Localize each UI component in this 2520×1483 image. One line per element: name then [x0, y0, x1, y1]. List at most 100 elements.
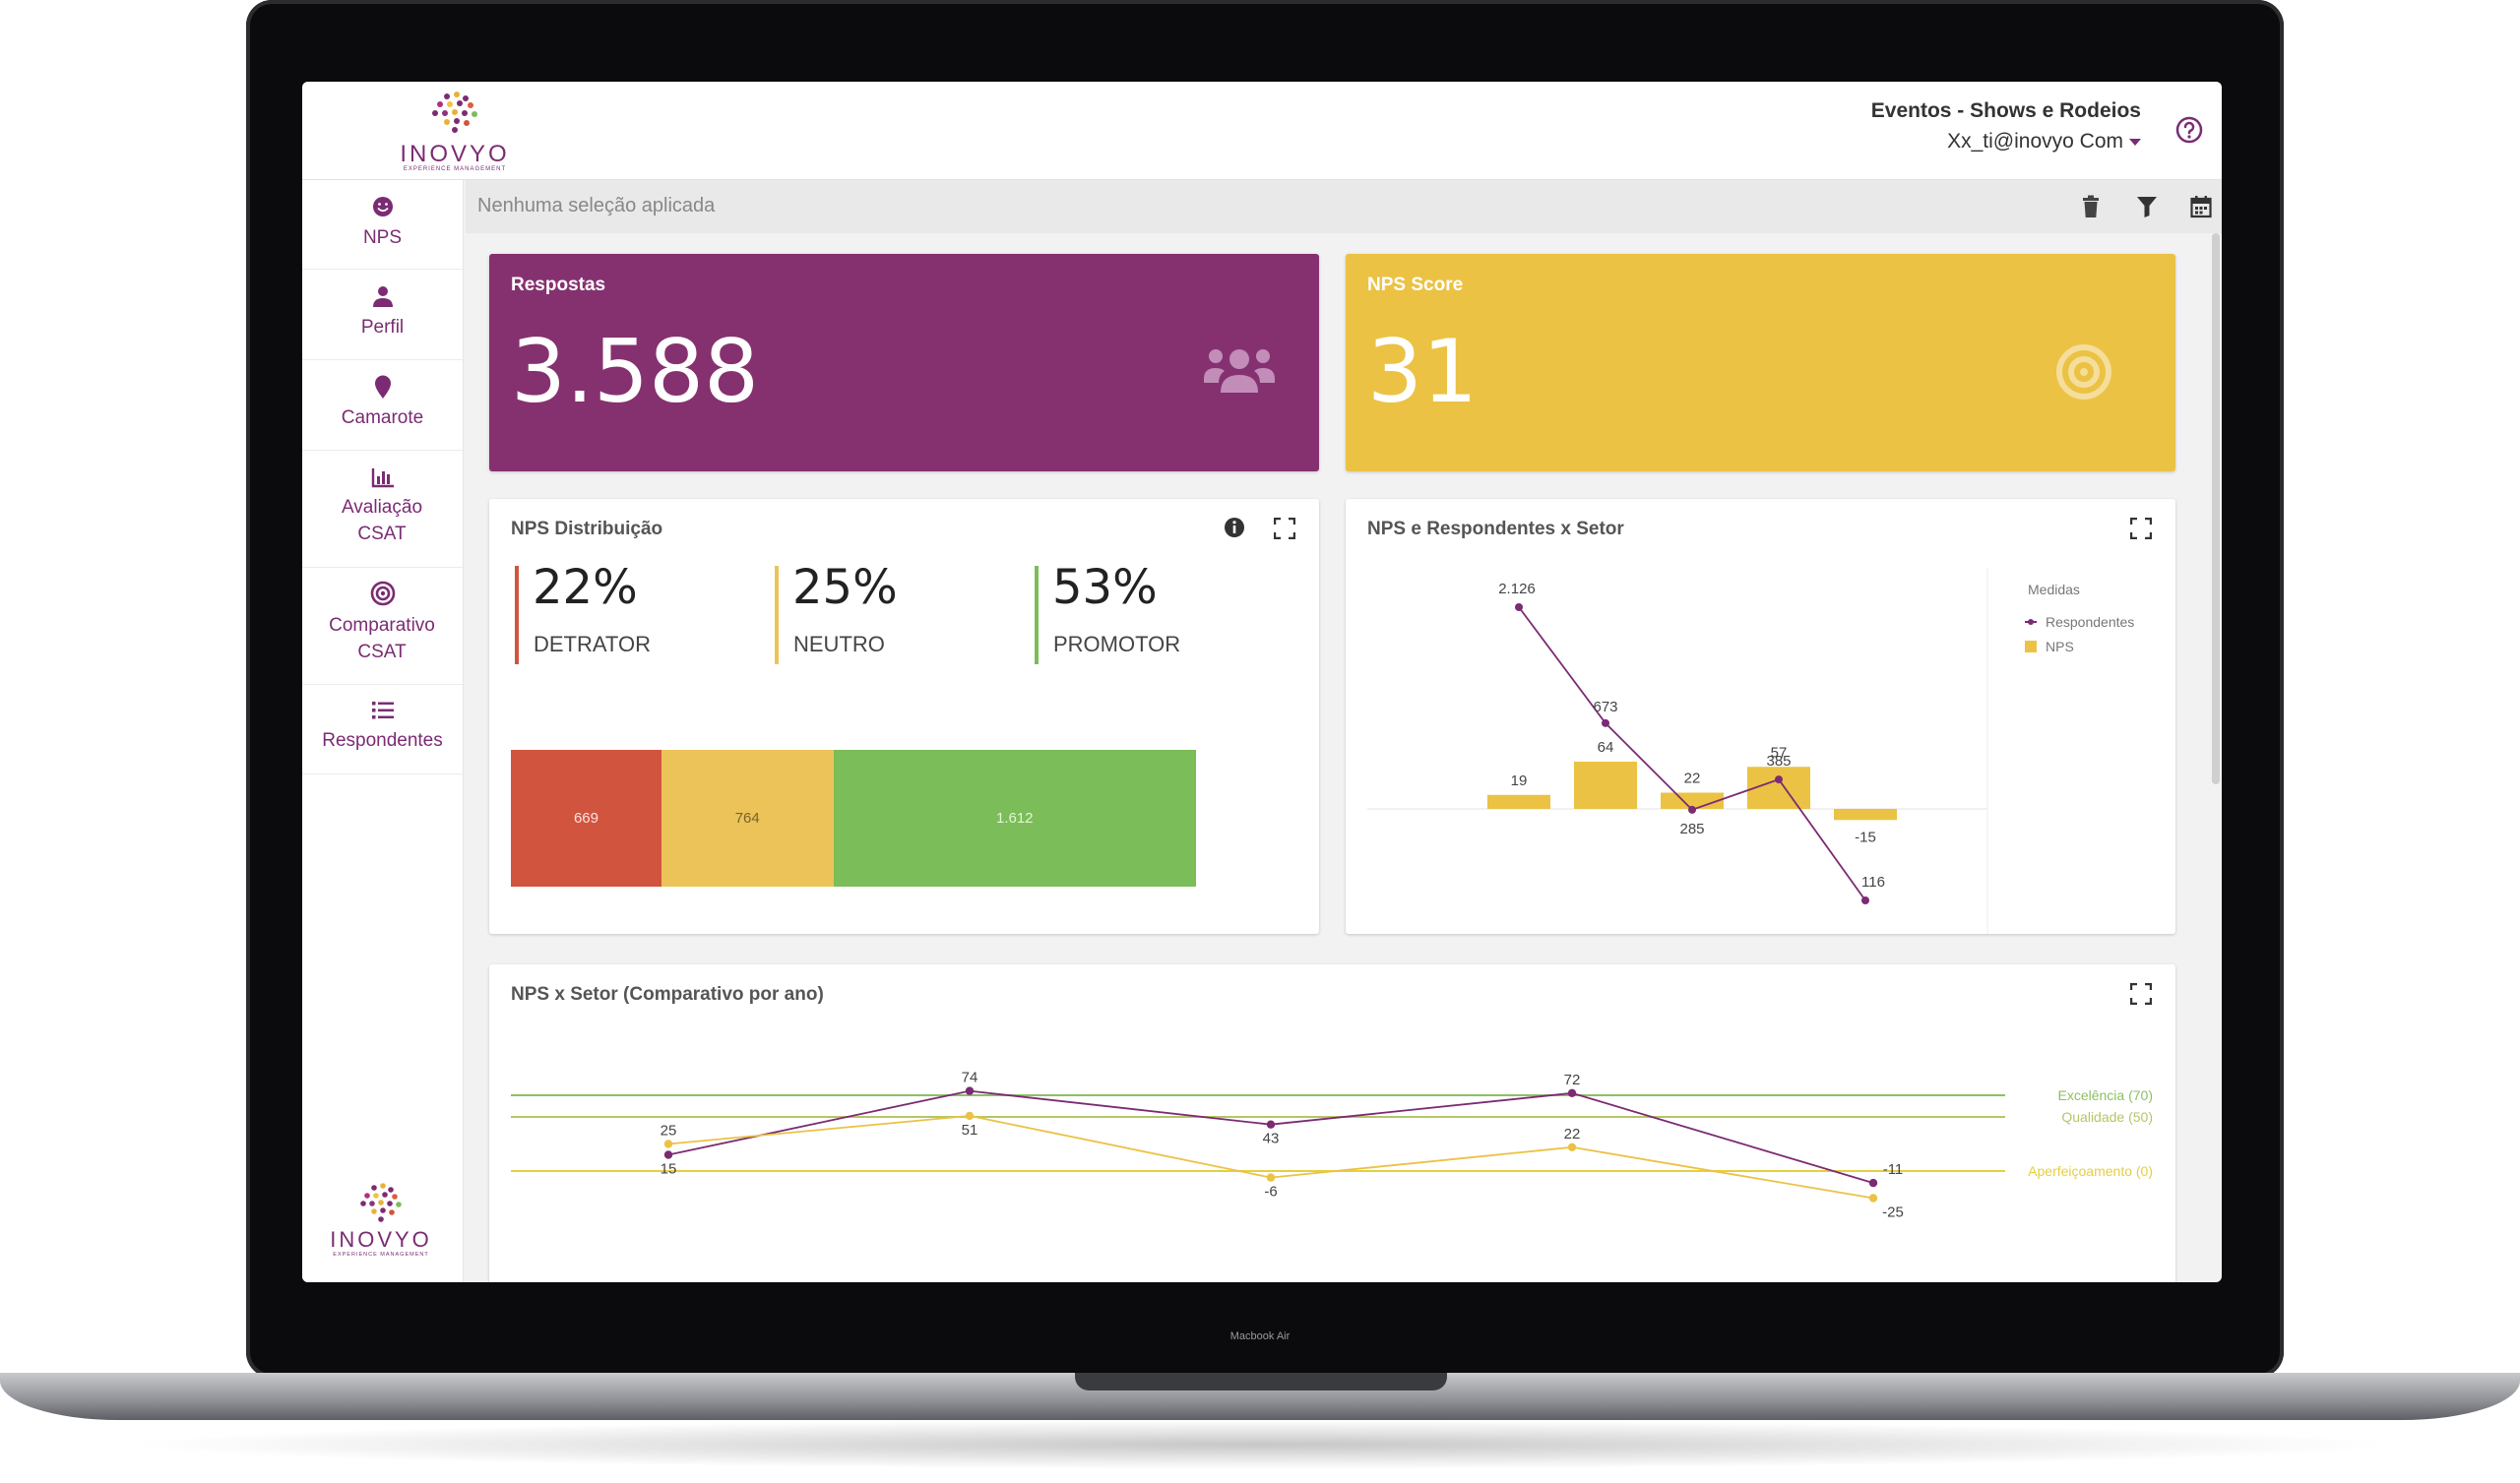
clear-selections-button[interactable] [2080, 195, 2102, 218]
kpi-value: 3.588 [511, 321, 759, 422]
logo-text: INOVYO [400, 141, 510, 167]
series-label: 74 [962, 1070, 978, 1086]
detrator-segment[interactable]: 669 [511, 750, 662, 887]
nps-bar-label: -15 [1855, 829, 1876, 845]
series-label: 15 [661, 1161, 677, 1178]
sidebar-footer-logo: INOVYO EXPERIENCE MANAGEMENT [317, 1182, 445, 1261]
neutro-accent-bar [775, 566, 779, 664]
sidebar-item-camarote[interactable]: Camarote [302, 360, 463, 451]
laptop-model-label: Macbook Air [1229, 1330, 1291, 1342]
list-icon [371, 702, 394, 719]
main-scrollbar[interactable] [2212, 233, 2220, 784]
info-icon [1225, 518, 1244, 537]
respondentes-line [1518, 606, 1866, 901]
series-point [1868, 1178, 1878, 1188]
target-icon [2056, 344, 2111, 400]
series-label: 51 [962, 1122, 978, 1139]
respondentes-point [1515, 603, 1523, 611]
series-label: 22 [1564, 1126, 1581, 1143]
nps-yearly-comparison-card: NPS x Setor (Comparativo por ano) Excelê… [489, 964, 2175, 1282]
series-label: 25 [661, 1123, 677, 1140]
nps-bar-label: 57 [1771, 744, 1788, 761]
series-point [663, 1150, 673, 1159]
nps-bar-label: 19 [1511, 772, 1528, 789]
filter-button[interactable] [2136, 195, 2158, 218]
event-title: Eventos - Shows e Rodeios [1870, 99, 2141, 122]
question-circle-icon [2175, 116, 2203, 144]
card-title: NPS e Respondentes x Setor [1367, 519, 1624, 539]
nps-bar [1747, 767, 1810, 809]
kpi-card-nps-score: NPS Score 31 [1346, 254, 2175, 471]
segment-label: 764 [734, 810, 760, 827]
expand-button[interactable] [1273, 517, 1296, 540]
sidebar-item-perfil[interactable]: Perfil [302, 270, 463, 360]
calendar-button[interactable] [2190, 195, 2212, 218]
smile-icon [372, 197, 393, 216]
sidebar-item-avaliacao-csat[interactable]: Avaliação CSAT [302, 451, 463, 568]
sidebar-item-comparativo-csat[interactable]: Comparativo CSAT [302, 568, 463, 685]
legend-title: Medidas [2028, 582, 2080, 597]
reference-line-label: Qualidade (50) [2061, 1109, 2153, 1125]
kpi-title: NPS Score [1367, 275, 1464, 295]
sidebar-item-label: Perfil [360, 317, 405, 338]
kpi-title: Respostas [511, 275, 606, 295]
respondentes-point [1602, 718, 1609, 727]
series-label: -11 [1883, 1161, 1904, 1178]
nps-bar [1574, 762, 1637, 809]
expand-button[interactable] [2129, 982, 2153, 1006]
bar-chart-icon [371, 468, 394, 488]
sidebar: NPS Perfil Camarote Avaliação CSAT [302, 180, 464, 1282]
nps-stacked-bar: 669 764 1.612 [511, 750, 1196, 887]
series-point [1868, 1194, 1878, 1203]
help-button[interactable] [2174, 115, 2204, 145]
segment-label: 1.612 [995, 810, 1034, 827]
promotor-accent-bar [1035, 566, 1039, 664]
series-point [1266, 1120, 1276, 1129]
calendar-icon [2190, 196, 2212, 218]
user-menu[interactable]: Xx_ti@inovyo Com [1947, 130, 2141, 154]
kpi-card-respostas: Respostas 3.588 [489, 254, 1319, 471]
selection-status: Nenhuma seleção aplicada [477, 195, 716, 216]
series-label: -25 [1882, 1205, 1904, 1221]
filter-icon [2137, 197, 2157, 217]
detrator-accent-bar [515, 566, 519, 664]
series-point [1567, 1143, 1577, 1151]
legend-entry: Respondentes [2046, 614, 2134, 630]
series-point [965, 1086, 975, 1095]
map-pin-icon [374, 375, 391, 399]
series-point [663, 1140, 673, 1148]
detrator-percentage: 22% [533, 560, 638, 615]
selection-bar: Nenhuma seleção aplicada [466, 180, 2222, 233]
sidebar-item-respondentes[interactable]: Respondentes [302, 685, 463, 774]
sidebar-item-label: NPS [362, 227, 403, 248]
neutro-percentage: 25% [792, 560, 898, 615]
nps-bar [1834, 809, 1897, 821]
detrator-label: DETRATOR [534, 632, 651, 656]
neutro-segment[interactable]: 764 [661, 750, 834, 887]
respondentes-point [1861, 896, 1869, 904]
users-icon [1204, 349, 1275, 393]
logo-tagline: EXPERIENCE MANAGEMENT [403, 166, 507, 172]
sidebar-item-nps[interactable]: NPS [302, 180, 463, 270]
series-label: 43 [1263, 1131, 1280, 1147]
info-button[interactable] [1223, 516, 1246, 539]
reference-line-label: Excelência (70) [2058, 1087, 2154, 1103]
nps-bar [1487, 794, 1550, 809]
legend-entry: NPS [2046, 639, 2074, 654]
nps-bar-label: 22 [1684, 771, 1701, 787]
promotor-segment[interactable]: 1.612 [833, 750, 1196, 887]
brand-logo[interactable]: INOVYO EXPERIENCE MANAGEMENT [386, 90, 524, 173]
card-title: NPS Distribuição [511, 519, 663, 539]
expand-icon [1273, 517, 1296, 540]
nps-respondents-by-sector-card: NPS e Respondentes x Setor 19 64 22 57 -15 2.… [1346, 499, 2175, 934]
logo-dots-icon [432, 92, 477, 133]
nps-distribution-card: NPS Distribuição 22% DETRATOR 25% NEUTRO… [489, 499, 1319, 934]
respondentes-label: 285 [1679, 821, 1704, 837]
series-label: 72 [1564, 1072, 1581, 1088]
expand-button[interactable] [2129, 517, 2153, 540]
promotor-percentage: 53% [1052, 560, 1158, 615]
respondentes-point [1688, 805, 1696, 814]
legend-point-marker [2028, 619, 2034, 625]
sidebar-item-label: Comparativo CSAT [329, 615, 435, 662]
